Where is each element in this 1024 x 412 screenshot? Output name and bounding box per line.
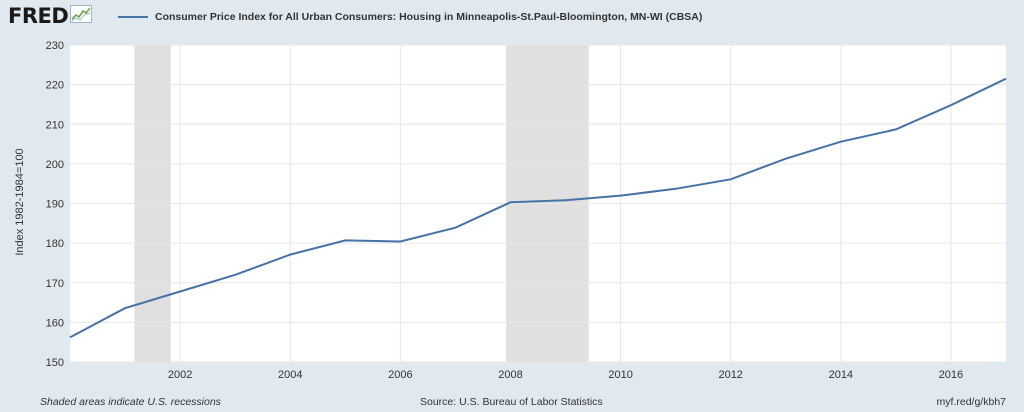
data-point[interactable] bbox=[894, 127, 898, 131]
data-point[interactable] bbox=[784, 157, 788, 161]
data-point[interactable] bbox=[674, 187, 678, 191]
data-point[interactable] bbox=[564, 198, 568, 202]
data-point[interactable] bbox=[343, 238, 347, 242]
data-point[interactable] bbox=[1004, 77, 1008, 81]
data-point[interactable] bbox=[68, 335, 72, 339]
data-point[interactable] bbox=[619, 194, 623, 198]
x-tick-label: 2016 bbox=[939, 369, 963, 381]
short-link[interactable]: myf.red/g/kbh7 bbox=[936, 396, 1006, 408]
x-tick-label: 2004 bbox=[278, 369, 302, 381]
data-point[interactable] bbox=[839, 140, 843, 144]
data-point[interactable] bbox=[233, 273, 237, 277]
x-tick-label: 2008 bbox=[498, 369, 522, 381]
x-tick-label: 2012 bbox=[718, 369, 742, 381]
data-point[interactable] bbox=[398, 240, 402, 244]
y-tick-label: 150 bbox=[46, 357, 64, 369]
y-tick-label: 170 bbox=[46, 278, 64, 290]
logo-text: FRED bbox=[8, 4, 69, 28]
x-tick-label: 2014 bbox=[829, 369, 853, 381]
y-tick-label: 200 bbox=[46, 159, 64, 171]
series-line-0 bbox=[69, 77, 1007, 339]
legend-swatch bbox=[118, 16, 148, 18]
data-point[interactable] bbox=[178, 289, 182, 293]
data-point[interactable] bbox=[508, 200, 512, 204]
x-tick-label: 2010 bbox=[608, 369, 632, 381]
grid-lines bbox=[70, 44, 1006, 363]
series-line-layer bbox=[68, 77, 1008, 339]
data-point[interactable] bbox=[949, 103, 953, 107]
chart-line-icon bbox=[70, 4, 93, 28]
y-tick-label: 160 bbox=[46, 317, 64, 329]
fred-logo[interactable]: FRED bbox=[8, 4, 93, 28]
legend-label: Consumer Price Index for All Urban Consu… bbox=[155, 11, 703, 23]
y-axis-ticks: 150 160 170 180 190 200 210 220 230 bbox=[46, 40, 64, 369]
chart-header: FRED Consumer Price Index for All Urban … bbox=[0, 0, 1024, 36]
x-axis-ticks: 2002 2004 2006 2008 2010 2012 2014 2016 bbox=[168, 369, 963, 381]
y-tick-label: 220 bbox=[46, 80, 64, 92]
chart-legend: Consumer Price Index for All Urban Consu… bbox=[118, 11, 702, 23]
y-tick-label: 180 bbox=[46, 238, 64, 250]
y-tick-label: 190 bbox=[46, 199, 64, 211]
x-tick-label: 2002 bbox=[168, 369, 192, 381]
y-tick-label: 230 bbox=[46, 40, 64, 52]
data-point[interactable] bbox=[123, 306, 127, 310]
x-tick-label: 2006 bbox=[388, 369, 412, 381]
source-note: Source: U.S. Bureau of Labor Statistics bbox=[420, 396, 603, 408]
data-point[interactable] bbox=[288, 253, 292, 257]
data-point[interactable] bbox=[453, 226, 457, 230]
y-axis-title: Index 1982-1984=100 bbox=[14, 148, 26, 255]
recession-note: Shaded areas indicate U.S. recessions bbox=[40, 396, 221, 408]
y-tick-label: 210 bbox=[46, 119, 64, 131]
data-point[interactable] bbox=[729, 177, 733, 181]
